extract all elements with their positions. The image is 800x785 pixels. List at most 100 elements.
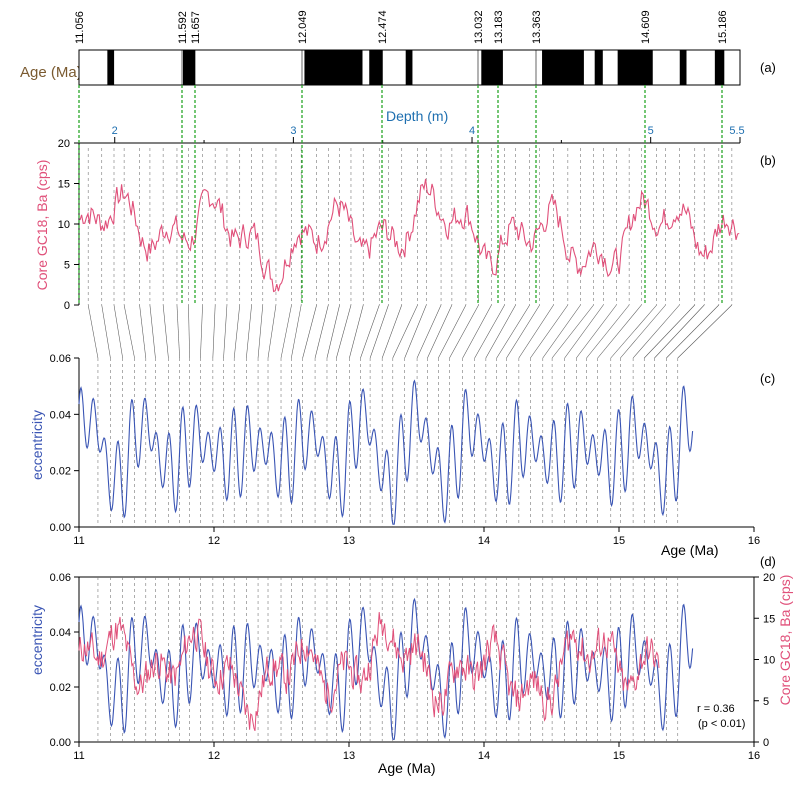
panel-c-label: (c)	[760, 371, 775, 386]
tie-line-16	[280, 304, 292, 359]
tie-line-11	[223, 304, 228, 359]
panel-c-xtick-label-1: 12	[208, 535, 220, 547]
depth-tick-label-1: 3	[290, 125, 296, 137]
panel-d-xtick-label-3: 14	[478, 750, 490, 762]
tie-line-35	[496, 304, 530, 359]
age-tie-labels: 11.056 11.592 11.657 12.049 12.474 13.032 13.1…	[74, 10, 729, 85]
age-tie-label-7: 13.363	[531, 10, 543, 44]
tie-line-43	[586, 304, 630, 359]
age-tie-label-6: 13.183	[493, 10, 505, 44]
polarity-band-6	[542, 50, 584, 85]
panel-b-guides	[87, 148, 733, 305]
tie-line-0	[87, 304, 99, 359]
tie-line-14	[257, 304, 264, 359]
age-tie-label-3: 12.049	[297, 10, 309, 44]
tie-line-27	[404, 304, 427, 359]
panel-d-xtick-label-5: 16	[748, 750, 760, 762]
panel-c-xtick-label-0: 11	[73, 535, 84, 547]
panel-b-ytick-label-0: 0	[64, 300, 70, 312]
correlation-p: (p < 0.01)	[698, 718, 745, 730]
tie-line-20	[326, 304, 340, 359]
polarity-band-1	[182, 50, 196, 85]
panel-d-left-yticks: 0.00 0.02 0.04 0.06	[50, 572, 79, 749]
panel-d-right-ylabel: Core GC18, Ba (cps)	[777, 575, 793, 706]
panel-d: (d) eccentricity Core GC18, Ba (cps) 0.0…	[29, 554, 793, 776]
panel-c-ytick-label-2: 0.04	[50, 409, 71, 421]
panel-d-left-ytick-label-2: 0.04	[50, 627, 71, 639]
depth-axis-title: Depth (m)	[386, 108, 448, 124]
tie-line-37	[518, 304, 554, 359]
tie-line-7	[176, 304, 180, 359]
panel-d-right-ytick-label-2: 10	[763, 655, 775, 667]
age-axis-label: Age (Ma)	[20, 64, 82, 81]
tie-line-49	[654, 304, 705, 359]
polarity-band-5	[481, 50, 503, 85]
polarity-band-9	[679, 50, 687, 85]
depth-tick-label-3: 5	[648, 125, 654, 137]
panel-d-left-ytick-label-1: 0.02	[50, 682, 71, 694]
tie-line-21	[336, 304, 352, 359]
panel-b-ytick-label-2: 10	[58, 219, 70, 231]
correlation-r: r = 0.36	[697, 703, 735, 715]
green-tie-lines	[78, 85, 723, 305]
tie-lines	[87, 304, 733, 359]
tie-line-33	[474, 304, 505, 359]
panel-d-xlabel: Age (Ma)	[378, 760, 436, 776]
panel-b-yticks: 0 5 10 15 20	[58, 138, 79, 312]
panel-d-xticks: 11 12 13 14 15 16	[73, 742, 760, 762]
age-tie-label-9: 15.186	[717, 10, 729, 44]
tie-line-36	[506, 304, 540, 359]
panel-d-label: (d)	[760, 554, 776, 569]
depth-tick-label-4: 5.5	[729, 125, 744, 137]
tie-line-44	[597, 304, 642, 359]
panel-c-ylabel: eccentricity	[29, 410, 45, 480]
polarity-band-7	[594, 50, 603, 85]
tie-line-46	[620, 304, 666, 359]
tie-line-39	[542, 304, 581, 359]
age-tie-label-0: 11.056	[74, 11, 86, 44]
panel-a-label: (a)	[760, 60, 776, 75]
tie-line-1	[101, 304, 111, 359]
tie-line-5	[149, 304, 156, 359]
panel-b-ytick-label-1: 5	[64, 260, 70, 272]
age-tie-label-8: 14.609	[640, 10, 652, 44]
panel-d-left-ylabel: eccentricity	[29, 605, 45, 675]
panel-d-right-ytick-label-1: 5	[763, 696, 769, 708]
tie-line-23	[360, 304, 380, 359]
polarity-band-4	[405, 50, 413, 85]
depth-tick-label-0: 2	[112, 125, 118, 137]
polarity-band-3	[369, 50, 383, 85]
depth-tick-label-2: 4	[469, 125, 475, 137]
tie-line-41	[564, 304, 604, 359]
tie-line-2	[113, 304, 123, 359]
tie-line-6	[162, 304, 169, 359]
panel-d-xtick-label-2: 13	[343, 750, 355, 762]
panel-c-xtick-label-5: 16	[748, 535, 760, 547]
tie-line-10	[212, 304, 216, 359]
age-tie-label-2: 11.657	[190, 11, 202, 44]
tie-line-31	[449, 304, 479, 359]
tie-line-12	[233, 304, 240, 359]
panel-c-xtick-label-2: 13	[343, 535, 355, 547]
panel-d-left-ytick-label-3: 0.06	[50, 572, 71, 584]
panel-d-right-ytick-label-3: 15	[763, 613, 775, 625]
tie-line-45	[610, 304, 657, 359]
tie-line-26	[392, 304, 418, 359]
tie-line-3	[123, 304, 135, 359]
polarity-band-0	[107, 50, 115, 85]
tie-line-18	[302, 304, 317, 359]
panel-b-ylabel: Core GC18, Ba (cps)	[34, 160, 50, 291]
panel-c-xtick-label-4: 15	[613, 535, 625, 547]
tie-line-42	[576, 304, 617, 359]
polarity-band-2	[304, 50, 363, 85]
panel-c-yticks: 0.00 0.02 0.04 0.06	[50, 353, 79, 534]
panel-c-ytick-label-0: 0.00	[50, 522, 71, 534]
panel-b: (b) Core GC18, Ba (cps) 0 5 10 15 20	[34, 138, 776, 312]
depth-axis: Depth (m) 2 3 4 5 5.5	[79, 108, 745, 144]
ba-series-b	[79, 178, 740, 293]
tie-line-15	[267, 304, 277, 359]
tie-line-28	[416, 304, 442, 359]
polarity-band-10	[714, 50, 725, 85]
tie-line-38	[530, 304, 569, 359]
